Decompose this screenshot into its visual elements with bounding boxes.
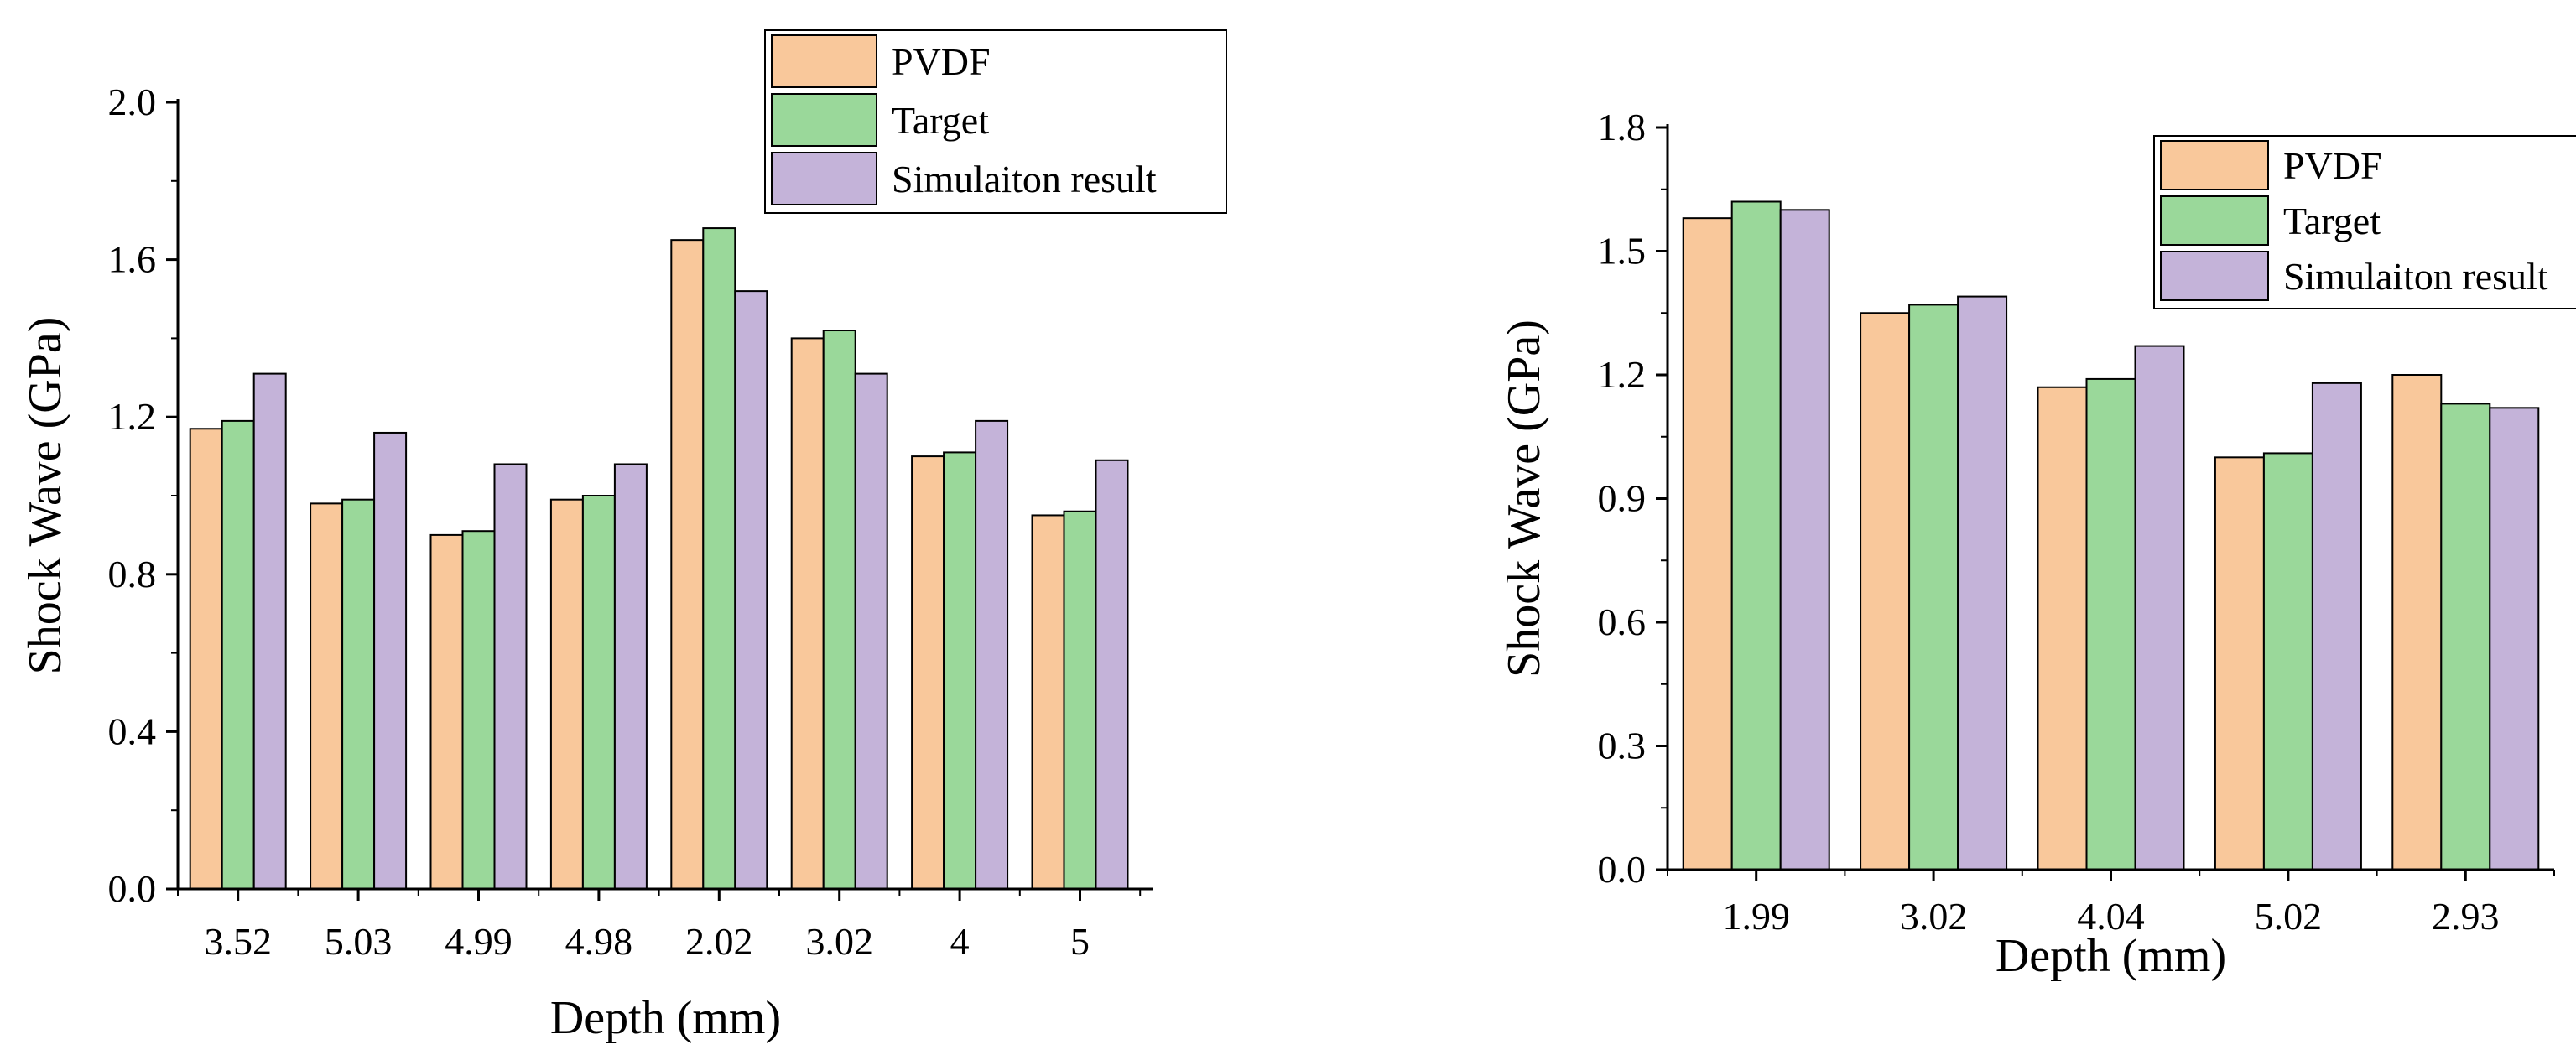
y-tick-label: 1.2	[1598, 353, 1647, 396]
y-tick-label: 1.8	[1598, 106, 1647, 148]
bar-target	[943, 451, 977, 890]
x-tick-label: 4.99	[445, 920, 513, 963]
bar-simulaiton-result	[252, 372, 287, 890]
bar-simulaiton-result	[2489, 407, 2540, 871]
bar-target	[2085, 377, 2136, 871]
bar-pvdf	[310, 502, 344, 890]
bar-pvdf	[1860, 312, 1911, 871]
bar-target	[461, 530, 496, 891]
bar-simulaiton-result	[613, 463, 648, 890]
bar-simulaiton-result	[1779, 209, 1830, 871]
x-tick-label: 5.02	[2255, 895, 2323, 938]
y-axis-label: Shock Wave (GPa)	[19, 317, 71, 675]
y-tick-label: 1.2	[108, 395, 157, 438]
legend-label: PVDF	[892, 40, 991, 83]
x-axis-label: Depth (mm)	[1996, 930, 2226, 982]
y-tick-label: 0.4	[108, 709, 157, 752]
x-tick-label: 5.03	[325, 920, 393, 963]
bar-target	[221, 419, 255, 890]
bar-simulaiton-result	[1095, 459, 1129, 890]
bar-simulaiton-result	[975, 419, 1009, 890]
bar-target	[581, 495, 616, 890]
bar-target	[1063, 510, 1097, 890]
y-tick-label: 0.3	[1598, 725, 1647, 767]
bar-pvdf	[790, 337, 825, 890]
x-tick-label: 3.02	[805, 920, 873, 963]
x-tick-label: 5	[1070, 920, 1090, 963]
y-tick-label: 1.5	[1598, 230, 1647, 273]
bar-target	[2262, 452, 2313, 871]
y-tick-label: 0.0	[108, 867, 157, 910]
legend-swatch	[2160, 140, 2269, 190]
legend-swatch	[771, 93, 877, 147]
bar-simulaiton-result	[734, 290, 768, 890]
bar-pvdf	[1682, 217, 1733, 871]
y-tick-label: 1.6	[108, 238, 157, 281]
y-axis-label: Shock Wave (GPa)	[1498, 320, 1550, 678]
bar-pvdf	[549, 498, 584, 890]
x-tick-label: 3.52	[204, 920, 272, 963]
y-tick-label: 0.0	[1598, 848, 1647, 891]
legend-label: Simulaiton result	[2283, 255, 2548, 298]
bar-target	[1908, 304, 1959, 871]
x-tick-label: 4.98	[565, 920, 633, 963]
legend-label: Target	[892, 99, 989, 142]
legend-label: Simulaiton result	[892, 158, 1157, 200]
bar-pvdf	[2214, 456, 2265, 871]
bar-pvdf	[2391, 374, 2443, 871]
bar-pvdf	[2037, 386, 2088, 871]
bar-target	[2440, 403, 2491, 871]
x-axis-label: Depth (mm)	[550, 992, 781, 1044]
y-tick-label: 2.0	[108, 81, 157, 123]
legend-swatch	[771, 34, 877, 88]
bar-pvdf	[189, 428, 223, 890]
bar-target	[702, 227, 736, 890]
bar-pvdf	[670, 239, 705, 890]
x-tick-label: 4	[950, 920, 970, 963]
legend-swatch	[2160, 251, 2269, 301]
bar-simulaiton-result	[854, 372, 888, 890]
bar-target	[1730, 200, 1782, 871]
bar-pvdf	[1031, 514, 1065, 890]
legend-label: Target	[2283, 200, 2381, 242]
chart-right: 1.99 3.02 4.04 5.02 2.93 0.0 0.3 0.6 0.9 1.2 1.5 1.…	[1498, 106, 2576, 982]
bar-simulaiton-result	[493, 463, 528, 890]
y-tick-label: 0.6	[1598, 600, 1647, 643]
bar-target	[341, 498, 376, 890]
x-tick-label: 2.02	[685, 920, 753, 963]
legend-label: PVDF	[2283, 144, 2382, 187]
bar-simulaiton-result	[2134, 345, 2185, 871]
bar-simulaiton-result	[373, 431, 408, 890]
y-tick-label: 0.9	[1598, 477, 1647, 520]
bar-pvdf	[911, 455, 945, 890]
bar-simulaiton-result	[1957, 295, 2008, 871]
y-tick-label: 0.8	[108, 553, 157, 595]
x-tick-label: 4.04	[2077, 895, 2145, 938]
chart-left: 3.52 5.03 4.99 4.98 2.02 3.02 4 5 0.0 0.4 0.8 1.2 1.…	[19, 29, 1227, 1044]
bar-pvdf	[429, 533, 464, 891]
x-tick-label: 1.99	[1722, 895, 1790, 938]
x-tick-label: 2.93	[2432, 895, 2500, 938]
bar-simulaiton-result	[2311, 382, 2362, 871]
legend-swatch	[2160, 195, 2269, 246]
legend-swatch	[771, 152, 877, 205]
x-tick-label: 3.02	[1900, 895, 1968, 938]
bar-target	[822, 330, 856, 890]
